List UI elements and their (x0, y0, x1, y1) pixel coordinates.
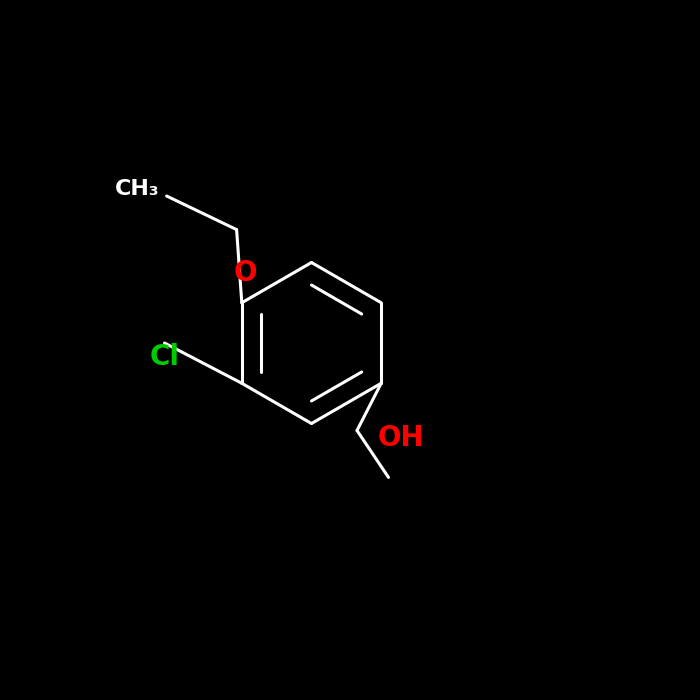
Text: OH: OH (378, 424, 425, 452)
Text: O: O (233, 259, 257, 287)
Text: CH₃: CH₃ (115, 179, 160, 199)
Text: Cl: Cl (150, 343, 179, 371)
